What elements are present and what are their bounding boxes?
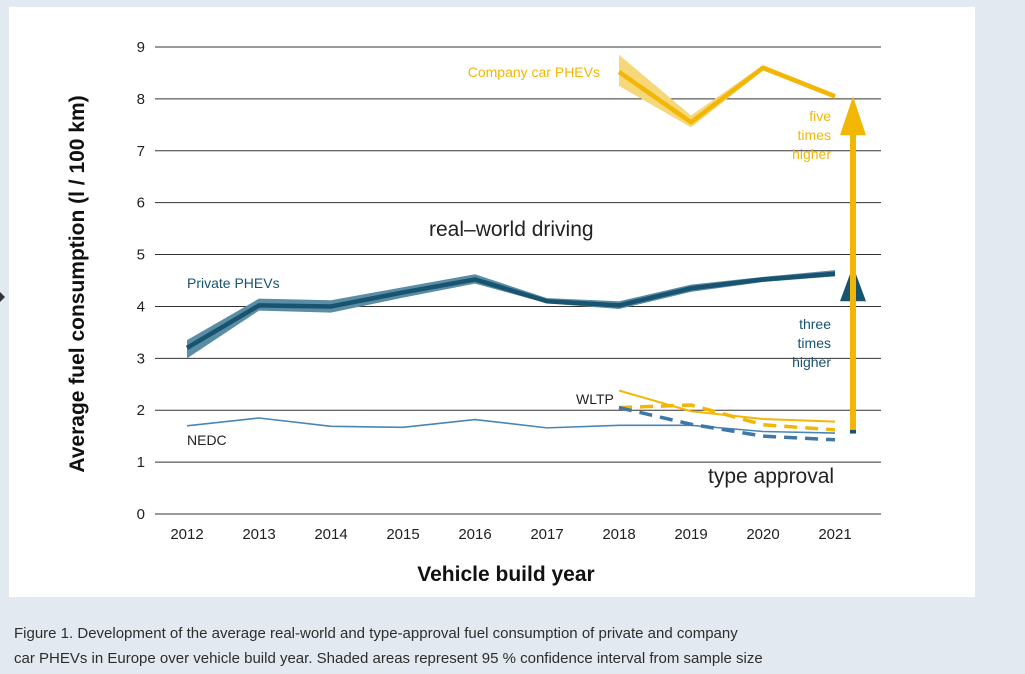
- y-tick-label: 8: [137, 91, 145, 108]
- five-times-arrow-shaft: [850, 114, 856, 430]
- x-tick-label: 2013: [242, 526, 275, 543]
- caption-line-1: Figure 1. Development of the average rea…: [14, 625, 738, 642]
- confidence-band-company-car-phevs: [619, 54, 835, 128]
- y-tick-label: 0: [137, 506, 145, 523]
- annotation-five-times-higher: higher: [792, 146, 831, 162]
- y-tick-label: 7: [137, 143, 145, 160]
- y-tick-label: 2: [137, 402, 145, 419]
- series-lines: [185, 65, 836, 442]
- annotation-three-times-higher: three: [799, 316, 831, 332]
- caption-line-2: car PHEVs in Europe over vehicle build y…: [14, 650, 763, 667]
- series-label-private-phevs: Private PHEVs: [187, 275, 280, 291]
- figure-caption: Figure 1. Development of the average rea…: [14, 621, 894, 671]
- series-line-company-car-phevs: [617, 65, 836, 125]
- series-label-nedc: NEDC: [187, 432, 227, 448]
- series-line-nedc: [186, 417, 836, 434]
- tick-labels: 0 1 2 3 4 5 6 7 8 9 2012 2013 2014 2015 2016 2017 2018 20…: [137, 39, 852, 543]
- annotation-type-approval: type approval: [708, 465, 834, 488]
- series-line-private-phevs: [185, 271, 836, 350]
- left-edge-marker: [0, 292, 5, 302]
- x-tick-label: 2014: [314, 526, 347, 543]
- x-tick-label: 2012: [170, 526, 203, 543]
- x-tick-label: 2017: [530, 526, 563, 543]
- x-axis-title: Vehicle build year: [417, 563, 594, 586]
- x-tick-label: 2021: [818, 526, 851, 543]
- series-line-wltp-private: [618, 405, 836, 442]
- y-tick-label: 9: [137, 39, 145, 56]
- y-tick-label: 6: [137, 195, 145, 212]
- y-tick-label: 1: [137, 454, 145, 471]
- fuel-consumption-chart: Private PHEVs Company car PHEVs NEDC WLTP re…: [66, 39, 881, 586]
- chart-labels: Private PHEVs Company car PHEVs NEDC WLTP re…: [187, 64, 834, 488]
- y-tick-label: 3: [137, 350, 145, 367]
- grid-layer: [155, 46, 881, 515]
- chart-card: Private PHEVs Company car PHEVs NEDC WLTP re…: [9, 7, 975, 597]
- annotation-real-world-driving: real–world driving: [429, 218, 594, 241]
- annotation-five-times-higher: five: [809, 108, 831, 124]
- x-tick-label: 2015: [386, 526, 419, 543]
- x-tick-label: 2016: [458, 526, 491, 543]
- x-tick-label: 2020: [746, 526, 779, 543]
- annotation-three-times-higher: higher: [792, 354, 831, 370]
- y-tick-label: 5: [137, 247, 145, 264]
- annotation-five-times-higher: times: [798, 127, 831, 143]
- y-axis-title: Average fuel consumption (l / 100 km): [66, 95, 89, 472]
- annotation-three-times-higher: times: [798, 335, 831, 351]
- series-label-wltp: WLTP: [576, 391, 614, 407]
- confidence-bands: [187, 54, 835, 359]
- x-tick-label: 2019: [674, 526, 707, 543]
- series-line-wltp-company-dashed: [618, 403, 836, 432]
- comparison-arrows: [840, 96, 866, 434]
- five-times-arrow-head: [840, 96, 866, 136]
- x-tick-label: 2018: [602, 526, 635, 543]
- y-tick-label: 4: [137, 298, 145, 315]
- series-label-company-car-phevs: Company car PHEVs: [468, 64, 600, 80]
